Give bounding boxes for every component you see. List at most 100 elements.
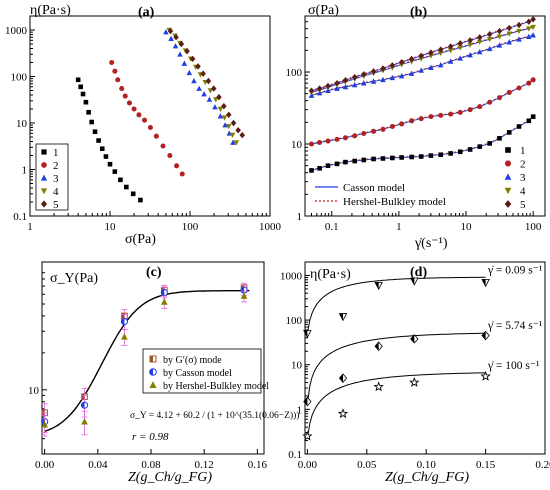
a-legend-label-4: 4 bbox=[53, 186, 59, 198]
p3-xtick-label: 0.10 bbox=[417, 459, 437, 471]
panel-c: (c) σ_Y(Pa) Z(g_Ch/g_FG) 0.00 0.04 0.08 0.1… bbox=[28, 261, 299, 485]
c-series2-point bbox=[121, 333, 128, 340]
d-series2-point bbox=[373, 381, 384, 392]
b-series1-point bbox=[352, 158, 358, 164]
a-series5-point bbox=[200, 70, 206, 77]
a-series2-point bbox=[115, 77, 121, 83]
d-fit-curve-1 bbox=[306, 332, 486, 405]
b-series1-point bbox=[530, 114, 536, 119]
b-series1-point bbox=[390, 155, 395, 161]
c-series2-point bbox=[81, 418, 88, 425]
d-series2-point bbox=[480, 370, 491, 381]
b-series1-point bbox=[309, 168, 314, 173]
d-series2-point bbox=[409, 377, 420, 387]
b-series3-point bbox=[342, 83, 349, 90]
b-legend-label-5: 5 bbox=[520, 199, 526, 211]
b-series5-point bbox=[496, 27, 503, 35]
a-series2-point bbox=[136, 112, 142, 118]
p1-xtick-label: 10 bbox=[461, 221, 473, 233]
b-series5-point bbox=[526, 18, 532, 25]
b-series2-point bbox=[448, 111, 454, 117]
a-series5-point bbox=[216, 93, 222, 101]
panel-d-frame bbox=[304, 261, 546, 455]
a-series3-point bbox=[191, 78, 197, 84]
a-series2-point bbox=[179, 171, 185, 177]
a-series1-point bbox=[107, 161, 113, 167]
a-series3-point bbox=[217, 113, 224, 119]
b-series2-point bbox=[428, 114, 434, 120]
p3-ytick-label: 100 bbox=[286, 315, 303, 327]
panel-b-xticks: 0.1 1 10 100 bbox=[304, 211, 542, 233]
a-series3-point bbox=[196, 85, 202, 91]
b-series4-point bbox=[486, 36, 493, 43]
p2-xtick-label: 0.04 bbox=[88, 459, 108, 471]
d-series-label-1: γ̇ = 5.74 s⁻¹ bbox=[487, 320, 543, 332]
p0-ytick-label: 100 bbox=[11, 71, 28, 83]
b-series3-point bbox=[389, 74, 396, 81]
p1-xtick-label: 1 bbox=[396, 221, 402, 233]
b-series5-point bbox=[361, 71, 367, 78]
panel-b-model-legend: Casson model Hershel-Bulkley model bbox=[315, 182, 446, 208]
panel-b-ylabel: σ(Pa) bbox=[308, 3, 339, 18]
a-series3-point bbox=[186, 69, 193, 76]
b-series3-point bbox=[496, 42, 503, 48]
p3-ytick-label: 1000 bbox=[280, 270, 303, 282]
a-series3-point bbox=[230, 139, 236, 145]
b-series4-point bbox=[496, 34, 503, 40]
a-series3-point bbox=[181, 60, 188, 66]
p3-xtick-label: 0.05 bbox=[357, 459, 377, 471]
b-series3-point bbox=[486, 45, 493, 52]
panel-a-xlabel: σ(Pa) bbox=[125, 232, 156, 247]
b-series1-point bbox=[448, 151, 453, 156]
b-series5-point bbox=[389, 62, 396, 69]
b-series1-point bbox=[361, 157, 367, 163]
b-series5-point bbox=[334, 79, 340, 87]
panel-b: (b) σ(Pa) γ̇(s⁻¹) 0.1 1 10 100 1 10 100 1 23 45… bbox=[286, 3, 546, 251]
a-series2-point bbox=[131, 106, 137, 112]
b-series2-point bbox=[325, 138, 331, 144]
a-series3-point bbox=[172, 43, 179, 49]
b-series1-point bbox=[409, 154, 414, 160]
b-series2-point bbox=[438, 112, 444, 118]
panel-c-yticks: 10 bbox=[28, 272, 47, 455]
b-series3-point bbox=[526, 33, 532, 39]
panel-b-frame bbox=[304, 15, 546, 217]
a-series2-point bbox=[167, 152, 173, 159]
b-series5-point bbox=[380, 65, 386, 72]
a-series4-point bbox=[221, 115, 228, 121]
b-series5-point bbox=[486, 31, 493, 38]
panel-a-xticks: 1 10 100 1000 bbox=[27, 211, 282, 233]
c-legend-marker-2 bbox=[149, 381, 157, 388]
c-legend-marker-0-fill bbox=[150, 356, 153, 362]
b-series5-point bbox=[418, 52, 424, 60]
a-series1-point bbox=[83, 99, 89, 105]
b-series2-point bbox=[496, 95, 503, 101]
a-series3-point bbox=[212, 104, 218, 110]
b-series4-point bbox=[457, 45, 463, 51]
c-legend-marker-1-fill bbox=[149, 368, 153, 376]
p0-ytick-label: 1 bbox=[22, 164, 28, 176]
a-series5-point bbox=[195, 63, 201, 70]
b-series4-point bbox=[467, 42, 473, 48]
b-series1-point bbox=[438, 152, 444, 158]
a-series3-point bbox=[177, 51, 183, 57]
c-fit-curve bbox=[44, 289, 250, 433]
c-series2-point bbox=[41, 421, 49, 428]
b-series1-point bbox=[477, 144, 483, 149]
panel-c-label: (c) bbox=[146, 265, 162, 280]
a-series1-point bbox=[96, 138, 101, 143]
p0-xtick-label: 1 bbox=[27, 221, 33, 233]
b-series1-point bbox=[334, 161, 340, 167]
b-series5-point bbox=[516, 21, 522, 29]
p3-xtick-label: 0.00 bbox=[298, 459, 318, 471]
a-series4-point bbox=[225, 123, 232, 130]
a-legend-label-1: 1 bbox=[53, 147, 59, 159]
b-series2-point bbox=[399, 121, 405, 127]
panel-c-equation: σ_Y = 4.12 + 60.2 / (1 + 10^(35.1(0.06−Z… bbox=[130, 410, 299, 421]
b-series5-point bbox=[467, 37, 473, 44]
panel-b-marks bbox=[308, 16, 536, 173]
panel-b-yticks: 1 10 100 bbox=[286, 15, 310, 223]
panel-c-legend: by G′(σ) mode by Casson model by Hershel-B… bbox=[142, 348, 269, 394]
